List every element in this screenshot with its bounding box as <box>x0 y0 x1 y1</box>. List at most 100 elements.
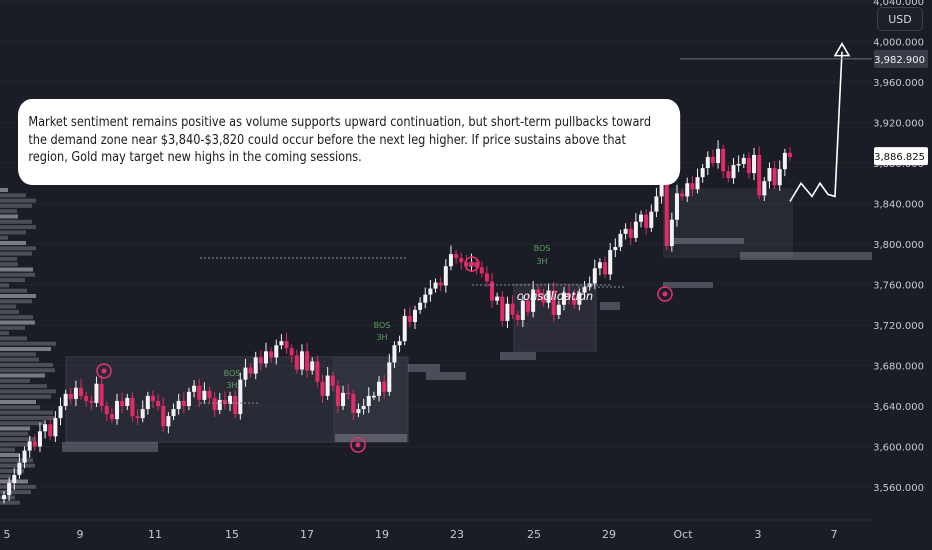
candle-body <box>690 183 695 190</box>
volume-bar <box>0 288 27 293</box>
candle-body <box>48 424 53 437</box>
candle-body <box>145 395 150 410</box>
candle-body <box>674 193 679 220</box>
demand-block <box>426 372 466 380</box>
time-axis: 5 9 11 15 17 19 23 25 29 Oct 3 7 <box>0 519 872 541</box>
candle-body <box>197 385 202 400</box>
candle-body <box>94 383 99 403</box>
bos-label: BOS <box>374 321 391 330</box>
candle-body <box>12 474 17 483</box>
price-axis: 3,560.000 3,600.000 3,640.000 3,680.000 3,72… <box>872 0 932 520</box>
volume-bar <box>0 378 30 383</box>
candle-body <box>161 406 166 427</box>
demand-block <box>674 238 744 244</box>
candle-body <box>592 268 597 284</box>
currency-button[interactable]: USD <box>877 7 923 31</box>
price-tick-label: 3,680.000 <box>873 362 924 373</box>
time-tick-label: 5 <box>4 528 11 541</box>
volume-bar <box>0 294 36 298</box>
volume-bar <box>0 246 36 251</box>
candle-body <box>202 390 207 400</box>
candle-body <box>561 292 566 305</box>
candle-body <box>299 351 304 370</box>
candle-body <box>253 357 258 374</box>
candle-body <box>351 393 356 414</box>
candle-body <box>659 178 664 197</box>
candle-body <box>649 211 654 228</box>
volume-bar <box>0 241 26 245</box>
candle-body <box>577 292 582 305</box>
volume-bar <box>0 400 36 404</box>
time-tick-label: 7 <box>831 528 838 541</box>
candle-body <box>269 351 274 358</box>
volume-bar <box>0 389 56 394</box>
candle-body <box>176 400 181 410</box>
zone-box <box>333 356 409 443</box>
time-tick-label: 23 <box>450 528 464 541</box>
volume-bar <box>0 384 47 389</box>
candle-body <box>22 450 27 463</box>
current-price-tag <box>874 147 928 166</box>
candle-body <box>731 165 736 179</box>
price-tick-label: 3,960.000 <box>873 78 924 89</box>
candle-body <box>181 400 186 406</box>
volume-bar <box>0 256 17 261</box>
candle-body <box>459 258 464 263</box>
candle-body <box>258 357 263 364</box>
volume-bar <box>0 235 8 240</box>
candle-body <box>207 390 212 398</box>
candle-body <box>382 381 387 392</box>
volume-bar <box>0 394 51 399</box>
volume-bar <box>0 267 33 272</box>
candle-body <box>772 168 777 186</box>
volume-bar <box>0 198 36 203</box>
candle-body <box>741 157 746 165</box>
demand-block <box>335 434 407 442</box>
time-tick-label: 3 <box>755 528 762 541</box>
candle-body <box>495 296 500 301</box>
candle-body <box>623 228 628 234</box>
candle-body <box>603 262 608 275</box>
candle-body <box>284 341 289 349</box>
demand-block <box>740 252 875 260</box>
candle-body <box>628 228 633 238</box>
candle-body <box>17 462 22 475</box>
candle-body <box>669 219 674 247</box>
volume-bar <box>0 357 39 362</box>
candle-body <box>721 148 726 172</box>
candle-body <box>567 292 572 298</box>
candle-body <box>788 152 792 157</box>
candle-body <box>685 183 690 197</box>
price-axis-bg <box>872 0 932 520</box>
candle-body <box>315 361 320 382</box>
candle-body <box>526 300 530 312</box>
candle-body <box>654 196 659 212</box>
volume-profile <box>0 188 56 505</box>
signal-marker-dot <box>101 368 107 374</box>
price-tag-label: 3,982.900 <box>874 55 925 66</box>
candle-body <box>356 409 361 414</box>
projection-arrow <box>833 42 851 57</box>
volume-bar <box>0 341 56 346</box>
candle-body <box>479 267 484 274</box>
candle-body <box>192 385 197 392</box>
candle-body <box>27 441 32 451</box>
signal-marker-dot <box>469 261 475 267</box>
candle-body <box>500 296 505 321</box>
candle-body <box>73 387 78 399</box>
candle-body <box>541 294 546 303</box>
volume-bar <box>0 272 35 277</box>
candle-body <box>217 399 222 411</box>
volume-bar <box>0 320 35 325</box>
consolidation-label: consolidation <box>517 289 593 303</box>
volume-bar <box>0 442 31 447</box>
candle-body <box>37 431 42 447</box>
candle-body <box>613 247 618 251</box>
candle-body <box>428 288 433 295</box>
volume-bar <box>0 368 55 373</box>
candle-body <box>325 375 330 396</box>
volume-bar <box>0 362 53 367</box>
candle-body <box>228 395 233 404</box>
